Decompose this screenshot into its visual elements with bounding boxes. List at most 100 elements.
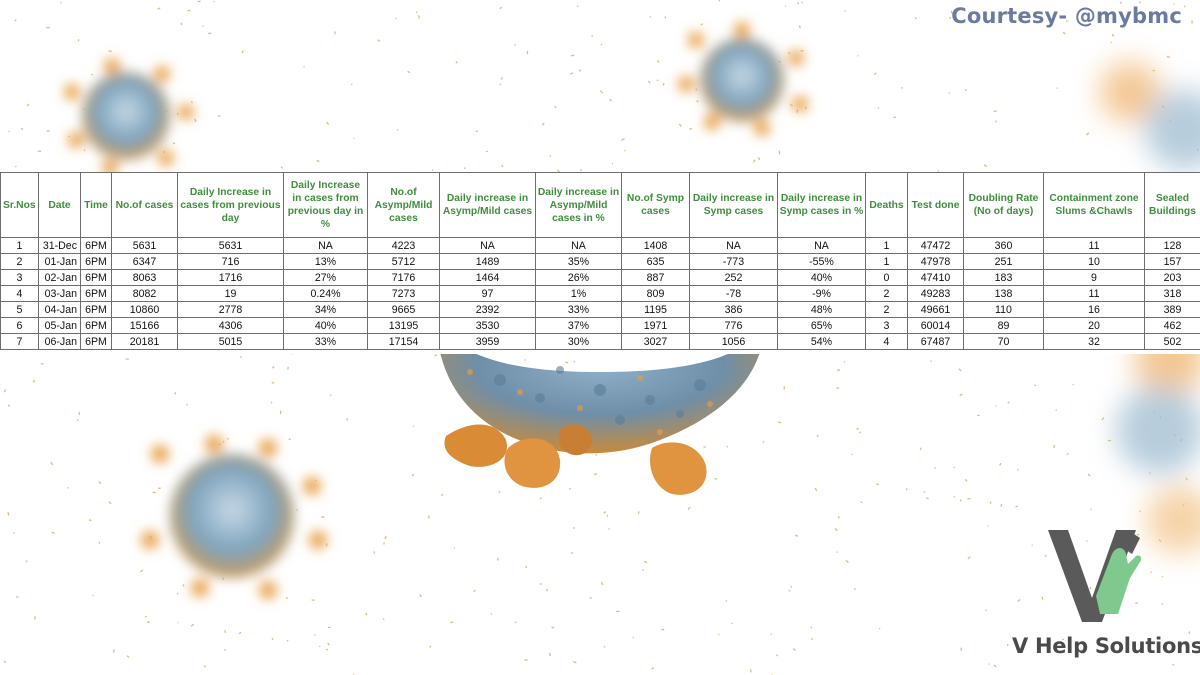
table-cell: 33% (535, 301, 622, 318)
speckle-dot (717, 633, 720, 636)
table-cell: 6PM (80, 237, 112, 254)
speckle-dot (224, 649, 226, 651)
speckle-dot (570, 72, 574, 75)
speckle-dot (419, 594, 423, 598)
speckle-dot (453, 547, 456, 549)
speckle-dot (556, 169, 561, 173)
speckle-dot (749, 669, 752, 673)
table-cell: 389 (1144, 301, 1200, 318)
table-cell: 5631 (177, 237, 284, 254)
speckle-dot (14, 165, 17, 168)
speckle-dot (88, 519, 92, 522)
speckle-dot (576, 5, 579, 8)
speckle-dot (810, 637, 814, 641)
table-cell: 33% (283, 333, 368, 350)
speckle-dot (570, 552, 574, 554)
table-cell: 4 (0, 285, 39, 302)
speckle-dot (987, 525, 990, 527)
speckle-dot (32, 379, 36, 383)
speckle-dot (125, 358, 129, 360)
speckle-dot (411, 473, 415, 477)
table-cell: 40% (283, 317, 368, 334)
table-cell: NA (535, 237, 622, 254)
table-cell: 4306 (177, 317, 284, 334)
speckle-dot (373, 551, 375, 554)
speckle-dot (1150, 571, 1152, 574)
speckle-dot (1017, 599, 1021, 603)
table-cell: 386 (689, 301, 778, 318)
speckle-dot (580, 169, 582, 172)
table-cell: 2392 (439, 301, 536, 318)
speckle-dot (905, 488, 908, 491)
table-cell: 34% (283, 301, 368, 318)
speckle-dot (524, 659, 528, 661)
table-cell: 5 (0, 301, 39, 318)
speckle-dot (776, 654, 779, 657)
speckle-dot (726, 445, 729, 448)
speckle-dot (643, 560, 648, 564)
speckle-dot (514, 44, 516, 46)
speckle-dot (1135, 602, 1138, 605)
table-cell: 8063 (111, 269, 178, 286)
table-cell: 6PM (80, 269, 112, 286)
speckle-dot (112, 649, 115, 653)
speckle-dot (287, 366, 289, 370)
table-cell: 3 (865, 317, 908, 334)
speckle-dot (1188, 631, 1191, 634)
speckle-dot (288, 438, 291, 441)
speckle-dot (407, 70, 411, 74)
table-cell: 89 (963, 317, 1044, 334)
speckle-dot (554, 105, 557, 109)
table-cell: 6PM (80, 285, 112, 302)
table-cell: 20 (1043, 317, 1145, 334)
table-cell: 128 (1144, 237, 1200, 254)
speckle-dot (1173, 2, 1175, 5)
speckle-dot (226, 437, 229, 440)
speckle-dot (651, 667, 655, 670)
speckle-dot (1089, 586, 1092, 590)
speckle-dot (920, 447, 922, 450)
speckle-dot (412, 425, 415, 428)
speckle-dot (860, 501, 863, 504)
table-cell: 6PM (80, 317, 112, 334)
speckle-dot (995, 405, 997, 407)
speckle-dot (948, 92, 951, 94)
speckle-dot (415, 11, 418, 13)
column-header: Daily increase in Asymp/Mild cases in % (535, 172, 622, 238)
table-cell: -9% (777, 285, 866, 302)
speckle-dot (158, 487, 161, 490)
brand-name: V Help Solutions (1012, 634, 1200, 658)
table-cell: 183 (963, 269, 1044, 286)
table-cell: NA (689, 237, 778, 254)
table-cell: 27% (283, 269, 368, 286)
table-cell: 716 (177, 253, 284, 270)
speckle-dot (876, 483, 879, 486)
speckle-dot (642, 569, 645, 572)
speckle-dot (1086, 540, 1088, 542)
speckle-dot (687, 506, 691, 511)
speckle-dot (878, 627, 881, 630)
speckle-dot (285, 596, 289, 600)
speckle-dot (977, 414, 980, 417)
speckle-dot (224, 630, 227, 633)
table-cell: 65% (777, 317, 866, 334)
speckle-dot (318, 645, 321, 648)
column-header: Deaths (865, 172, 908, 238)
speckle-dot (34, 616, 36, 620)
speckle-dot (40, 363, 44, 365)
speckle-dot (1090, 508, 1093, 511)
speckle-dot (172, 142, 176, 145)
speckle-dot (731, 622, 733, 625)
speckle-dot (777, 421, 782, 424)
speckle-dot (417, 15, 420, 19)
speckle-dot (1172, 663, 1175, 666)
speckle-dot (271, 366, 275, 369)
speckle-dot (967, 497, 971, 500)
speckle-dot (678, 123, 682, 127)
speckle-dot (638, 511, 640, 514)
column-header: Doubling Rate (No of days) (963, 172, 1044, 238)
speckle-dot (280, 166, 283, 169)
speckle-dot (783, 386, 786, 390)
table-cell: 15166 (111, 317, 178, 334)
speckle-dot (429, 645, 432, 648)
